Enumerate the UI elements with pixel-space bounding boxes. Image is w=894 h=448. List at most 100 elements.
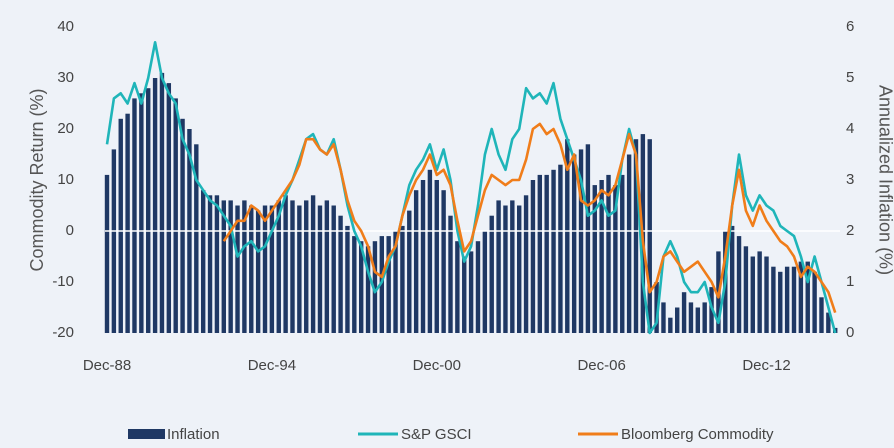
- inflation-bar: [104, 174, 110, 333]
- inflation-bar: [448, 215, 453, 333]
- legend-label: Bloomberg Commodity: [621, 426, 774, 443]
- y-tick-label: -10: [52, 273, 74, 290]
- inflation-bar: [331, 205, 336, 333]
- inflation-bar: [736, 236, 742, 333]
- inflation-bar: [310, 195, 316, 333]
- inflation-bar: [551, 169, 556, 333]
- inflation-bar: [468, 251, 474, 333]
- series-line: [222, 122, 837, 314]
- legend-label: S&P GSCI: [401, 426, 472, 443]
- inflation-bar: [283, 195, 288, 333]
- inflation-bar: [111, 149, 117, 333]
- inflation-bar: [407, 210, 412, 333]
- legend-swatch: [128, 429, 165, 439]
- inflation-bar: [276, 200, 281, 333]
- inflation-bar: [592, 185, 597, 333]
- inflation-bar: [647, 139, 652, 333]
- inflation-bar: [214, 195, 220, 333]
- y-tick-label: 10: [57, 171, 74, 188]
- inflation-bar: [750, 256, 755, 333]
- inflation-bar: [681, 292, 687, 333]
- y-axis-title: Commodity Return (%): [27, 88, 47, 271]
- inflation-bar: [221, 200, 226, 333]
- inflation-bar: [544, 174, 549, 333]
- inflation-bar: [393, 231, 398, 333]
- inflation-bar: [702, 302, 707, 333]
- y-tick-label: -20: [52, 324, 74, 341]
- inflation-bar: [146, 88, 151, 333]
- inflation-bar: [173, 98, 178, 334]
- x-tick-label: Dec-06: [577, 357, 625, 374]
- inflation-bar: [297, 205, 302, 333]
- inflation-bar: [517, 205, 522, 333]
- inflation-bar: [269, 205, 275, 333]
- inflation-bar: [235, 205, 240, 333]
- inflation-bar: [358, 241, 364, 333]
- inflation-bar: [434, 180, 439, 333]
- series-line: [105, 41, 837, 335]
- inflation-bar: [826, 312, 831, 333]
- y2-axis-title: Annualized Inflation (%): [875, 85, 894, 275]
- y-tick-label: 40: [57, 18, 74, 35]
- inflation-bar: [654, 282, 659, 333]
- inflation-bar: [242, 200, 247, 333]
- inflation-bar: [207, 195, 213, 333]
- inflation-bar: [255, 210, 261, 333]
- inflation-bar: [503, 205, 508, 333]
- inflation-bar: [324, 200, 330, 333]
- inflation-bar: [537, 174, 543, 333]
- inflation-bar: [249, 205, 254, 333]
- inflation-bar: [400, 225, 405, 333]
- inflation-bar: [194, 144, 199, 333]
- inflation-bar: [228, 200, 233, 333]
- inflation-bar: [771, 266, 776, 333]
- y-tick-label: 30: [57, 69, 74, 86]
- y2-tick-label: 1: [846, 273, 854, 290]
- inflation-bar: [125, 113, 130, 333]
- y2-tick-label: 4: [846, 120, 854, 137]
- inflation-bar: [290, 200, 295, 333]
- inflation-bar: [565, 139, 570, 333]
- x-tick-label: Dec-00: [413, 357, 461, 374]
- inflation-bar: [379, 236, 384, 333]
- inflation-bar: [166, 83, 172, 333]
- inflation-bar: [599, 180, 604, 333]
- inflation-bar: [365, 246, 371, 333]
- inflation-bar: [304, 200, 309, 333]
- inflation-bar: [413, 190, 419, 333]
- inflation-bar: [798, 261, 804, 333]
- legend-label: Inflation: [167, 426, 220, 443]
- inflation-bar: [661, 302, 666, 333]
- x-tick-label: Dec-12: [742, 357, 790, 374]
- inflation-bar: [784, 266, 790, 333]
- inflation-bar: [791, 266, 797, 333]
- inflation-bar: [118, 118, 123, 333]
- inflation-bar: [455, 241, 460, 333]
- inflation-bar: [530, 180, 536, 333]
- inflation-bar: [606, 174, 611, 333]
- y2-tick-label: 2: [846, 222, 854, 239]
- inflation-bar: [626, 154, 632, 333]
- inflation-bar: [462, 256, 467, 333]
- inflation-bar: [668, 317, 673, 333]
- inflation-bar: [489, 215, 494, 333]
- inflation-bar: [317, 205, 323, 333]
- inflation-bar: [441, 190, 446, 333]
- y2-tick-label: 6: [846, 18, 854, 35]
- inflation-bar: [764, 256, 769, 333]
- inflation-bar: [571, 154, 577, 333]
- inflation-bar: [427, 169, 433, 333]
- inflation-bar: [585, 144, 591, 333]
- inflation-bar: [482, 231, 488, 333]
- inflation-bar: [345, 225, 350, 333]
- inflation-bar: [757, 251, 762, 333]
- inflation-bar: [496, 200, 501, 333]
- inflation-bar: [578, 149, 584, 333]
- inflation-bar: [613, 185, 618, 333]
- inflation-bar: [812, 271, 817, 333]
- inflation-bar: [695, 307, 701, 333]
- inflation-bar: [132, 98, 137, 334]
- inflation-bar: [805, 261, 810, 333]
- inflation-bar: [688, 302, 694, 333]
